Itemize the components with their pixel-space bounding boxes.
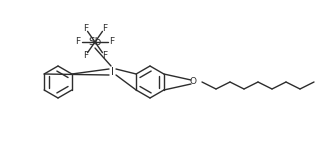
Text: F: F <box>76 38 80 46</box>
Text: F: F <box>102 51 107 60</box>
Text: Sb: Sb <box>89 37 102 47</box>
Text: O: O <box>190 78 196 87</box>
Text: I: I <box>110 67 113 77</box>
Text: F: F <box>109 38 115 46</box>
Text: F: F <box>83 51 88 60</box>
Text: F: F <box>83 24 88 33</box>
Text: F: F <box>102 24 107 33</box>
